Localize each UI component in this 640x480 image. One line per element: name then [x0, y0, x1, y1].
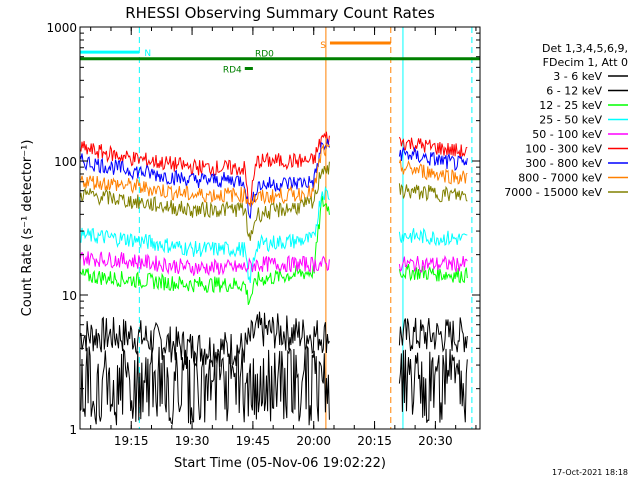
x-tick-label-4: 20:15: [357, 434, 392, 448]
series-line-5: [79, 131, 468, 205]
y-tick-label-0: 1: [69, 423, 77, 437]
legend-label-4: 50 - 100 keV: [532, 128, 602, 141]
footer-timestamp: 17-Oct-2021 18:18: [552, 468, 628, 477]
legend-label-2: 12 - 25 keV: [539, 99, 602, 112]
annotation-label-s: S: [320, 41, 326, 51]
legend-label-0: 3 - 6 keV: [553, 70, 602, 83]
legend-label-7: 800 - 7000 keV: [518, 172, 602, 185]
chart-title: RHESSI Observing Summary Count Rates: [125, 4, 435, 22]
series-line-0: [79, 311, 468, 368]
series-line-4: [79, 251, 468, 277]
legend-label-8: 7000 - 15000 keV: [504, 186, 602, 199]
x-tick-label-1: 19:30: [175, 434, 210, 448]
series-line-7: [79, 142, 468, 208]
x-tick-label-5: 20:30: [418, 434, 453, 448]
x-tick-label-3: 20:00: [296, 434, 331, 448]
legend-label-5: 100 - 300 keV: [525, 143, 602, 156]
legend-label-6: 300 - 800 keV: [525, 157, 602, 170]
series-line-8: [79, 161, 468, 241]
y-tick-label-3: 1000: [46, 21, 77, 35]
annotation-label-n: N: [144, 49, 151, 59]
y-tick-label-2: 100: [54, 155, 77, 169]
legend-label-1: 6 - 12 keV: [546, 85, 602, 98]
series-line-6: [79, 138, 468, 219]
series-line-3: [79, 186, 468, 284]
y-axis-label: Count Rate (s⁻¹ detector⁻¹): [20, 140, 35, 317]
x-tick-label-2: 19:45: [236, 434, 271, 448]
plot-frame: [79, 26, 481, 430]
legend-header-line-1: Det 1,3,4,5,6,9,: [542, 42, 628, 55]
annotation-label-rd0: RD0: [255, 50, 274, 60]
y-tick-label-1: 10: [62, 289, 77, 303]
x-tick-label-0: 19:15: [114, 434, 149, 448]
x-axis-label: Start Time (05-Nov-06 19:02:22): [174, 456, 386, 471]
legend-header-line-2: FDecim 1, Att 0: [543, 56, 628, 69]
legend-label-3: 25 - 50 keV: [539, 114, 602, 127]
annotation-label-rd4: RD4: [223, 66, 242, 76]
series-line-1: [79, 344, 468, 426]
